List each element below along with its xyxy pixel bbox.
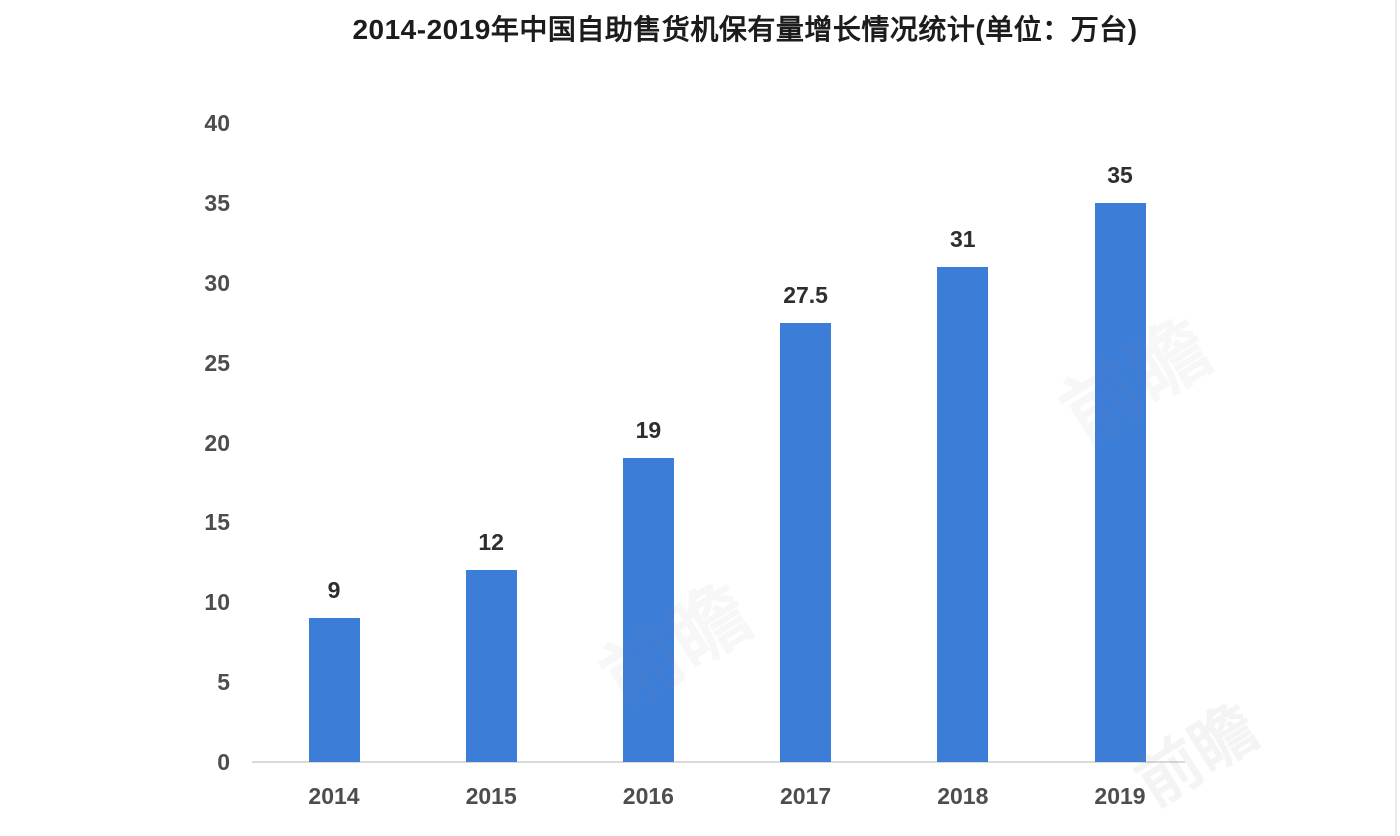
chart-title: 2014-2019年中国自助售货机保有量增长情况统计(单位：万台) bbox=[352, 14, 1138, 45]
bar-2014 bbox=[308, 618, 360, 762]
bar-value-label-2015: 12 bbox=[478, 529, 504, 556]
x-axis-label-2015: 2015 bbox=[465, 783, 517, 809]
bar-value-label-2018: 31 bbox=[950, 225, 976, 252]
bar-2018 bbox=[937, 266, 989, 762]
y-axis-label-25: 25 bbox=[204, 349, 230, 376]
bar-2017 bbox=[780, 322, 832, 762]
bar-2016 bbox=[622, 458, 674, 762]
bar-value-label-2016: 19 bbox=[635, 417, 662, 444]
y-axis-label-15: 15 bbox=[204, 509, 230, 536]
y-axis-label-20: 20 bbox=[204, 429, 230, 456]
x-axis-label-2014: 2014 bbox=[308, 783, 360, 809]
y-axis-label-40: 40 bbox=[204, 110, 230, 136]
bar-value-label-2014: 9 bbox=[327, 577, 341, 604]
bar-2015 bbox=[465, 570, 517, 762]
x-axis-line bbox=[252, 761, 1185, 763]
x-axis-label-2018: 2018 bbox=[937, 783, 989, 809]
x-axis-label-2017: 2017 bbox=[780, 783, 832, 809]
y-axis-label-0: 0 bbox=[217, 749, 230, 775]
y-axis-label-35: 35 bbox=[204, 189, 230, 216]
x-axis-label-2016: 2016 bbox=[622, 783, 674, 809]
y-axis-label-30: 30 bbox=[204, 269, 230, 296]
bar-value-label-2017: 27.5 bbox=[783, 281, 828, 308]
y-axis-label-5: 5 bbox=[217, 669, 230, 696]
bar-value-label-2019: 35 bbox=[1107, 161, 1133, 188]
right-edge-line bbox=[1395, 0, 1397, 836]
bar-2019 bbox=[1094, 202, 1146, 762]
x-axis-label-2019: 2019 bbox=[1094, 783, 1146, 809]
y-axis-label-10: 10 bbox=[204, 589, 230, 616]
